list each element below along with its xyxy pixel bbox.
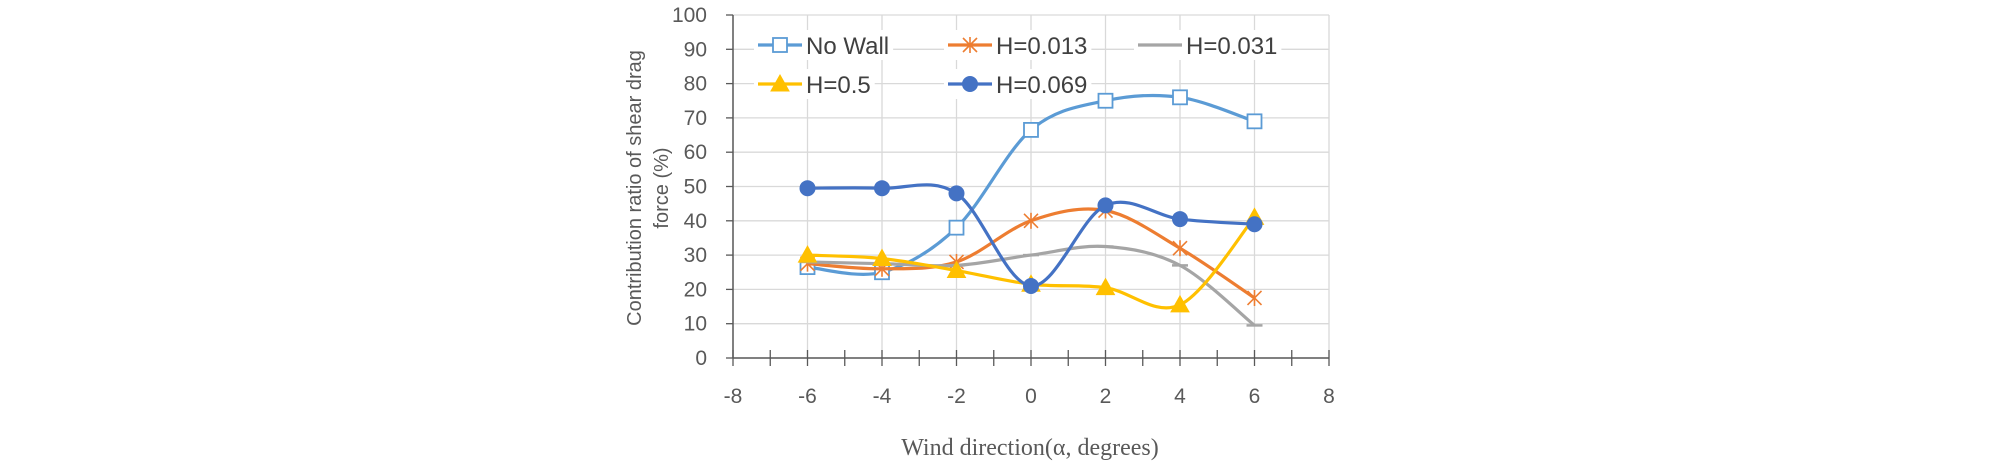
- series-h-0-069: [799, 180, 1263, 294]
- x-tick-label: -6: [798, 385, 817, 408]
- data-point: [946, 260, 967, 279]
- data-point: [874, 180, 890, 197]
- data-point: [1095, 277, 1116, 296]
- y-axis-title-line-2: force (%): [651, 147, 673, 228]
- y-tick-label: 100: [672, 4, 707, 27]
- y-tick-label: 30: [684, 244, 707, 267]
- y-tick-label: 60: [684, 141, 707, 164]
- data-point: [1097, 197, 1114, 214]
- data-point: [1170, 294, 1190, 313]
- legend-entry: H=0.013: [944, 30, 1092, 60]
- series-layer: [797, 89, 1265, 327]
- legend-label: No Wall: [806, 33, 889, 60]
- data-point: [948, 185, 965, 202]
- x-tick-label: 6: [1249, 385, 1261, 408]
- legend-label: H=0.013: [996, 33, 1087, 60]
- y-tick-label: 80: [684, 73, 707, 96]
- data-point: [1097, 92, 1114, 109]
- legend-swatch-marker: [772, 37, 788, 53]
- x-tick-label: 8: [1323, 385, 1335, 408]
- tick-labels: 0 10 20 30 40 50 60 70 80 90 100 -8 -6 -4 -2 0 2 4 6 8: [672, 4, 1335, 408]
- y-tick-label: 50: [684, 176, 707, 199]
- data-point: [1172, 211, 1188, 228]
- legend-entry: H=0.5: [754, 69, 875, 99]
- data-point: [1246, 216, 1263, 233]
- data-point: [797, 245, 818, 263]
- data-point: [1246, 289, 1263, 306]
- data-point: [1172, 240, 1188, 257]
- y-tick-label: 20: [684, 278, 707, 301]
- data-point: [872, 248, 892, 267]
- data-point: [1023, 122, 1039, 138]
- data-point: [1023, 277, 1039, 294]
- y-tick-label: 70: [684, 107, 707, 130]
- legend-entry: No Wall: [754, 30, 894, 60]
- x-tick-label: -2: [947, 385, 966, 408]
- x-tick-label: 4: [1174, 385, 1186, 408]
- legend-label: H=0.5: [806, 72, 871, 99]
- legend-entry: H=0.069: [944, 69, 1092, 99]
- data-point: [1023, 212, 1039, 229]
- x-tick-label: -8: [724, 385, 743, 408]
- y-tick-label: 40: [684, 210, 707, 233]
- data-point: [1246, 113, 1263, 130]
- x-tick-label: 2: [1100, 385, 1112, 408]
- y-tick-label: 90: [684, 38, 707, 61]
- legend: No Wall H=0.013 H=0.031 H=0.5 H=0.069: [754, 30, 1282, 99]
- y-tick-label: 0: [695, 347, 707, 370]
- legend-swatch-marker: [962, 76, 978, 92]
- axes: [726, 14, 1330, 366]
- data-point: [948, 219, 965, 236]
- y-axis-title-line-1: Contribution ratio of shear drag: [624, 50, 646, 326]
- legend-swatch-marker: [770, 73, 790, 92]
- data-point: [799, 180, 816, 197]
- data-point: [1172, 89, 1188, 106]
- y-tick-label: 10: [684, 313, 707, 336]
- legend-label: H=0.069: [996, 72, 1087, 99]
- legend-swatch-marker: [962, 37, 978, 53]
- x-tick-label: -4: [873, 385, 892, 408]
- legend-label: H=0.031: [1186, 33, 1277, 60]
- x-axis-title: Wind direction(α, degrees): [901, 435, 1159, 461]
- legend-entry: H=0.031: [1134, 30, 1282, 60]
- x-tick-label: 0: [1025, 385, 1037, 408]
